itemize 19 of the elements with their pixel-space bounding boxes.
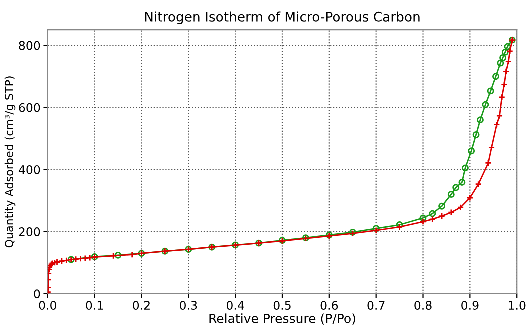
y-tick-label: 600 [19, 103, 40, 112]
y-tick-label: 800 [19, 41, 40, 50]
chart-title: Nitrogen Isotherm of Micro-Porous Carbon [145, 12, 420, 24]
x-tick-label: 0.6 [320, 301, 338, 310]
x-tick-label: 1.0 [509, 301, 526, 310]
x-tick-label: 0.1 [86, 301, 104, 310]
x-tick-label: 0.7 [368, 301, 385, 310]
y-axis-title: Quantity Adsorbed (cm³/g STP) [4, 76, 16, 248]
x-tick-label: 0.5 [274, 301, 291, 310]
y-tick-label: 0 [34, 290, 40, 299]
y-tick-label: 200 [19, 228, 40, 236]
x-tick-label: 0.0 [39, 301, 56, 310]
x-axis-title: Relative Pressure (P/Po) [210, 314, 356, 325]
x-tick-label: 0.4 [226, 301, 244, 310]
y-tick-label: 400 [18, 165, 40, 174]
x-tick-label: 0.9 [462, 301, 479, 310]
x-tick-label: 0.3 [180, 301, 198, 310]
x-tick-label: 0.2 [133, 301, 150, 310]
x-tick-label: 0.8 [414, 301, 432, 310]
